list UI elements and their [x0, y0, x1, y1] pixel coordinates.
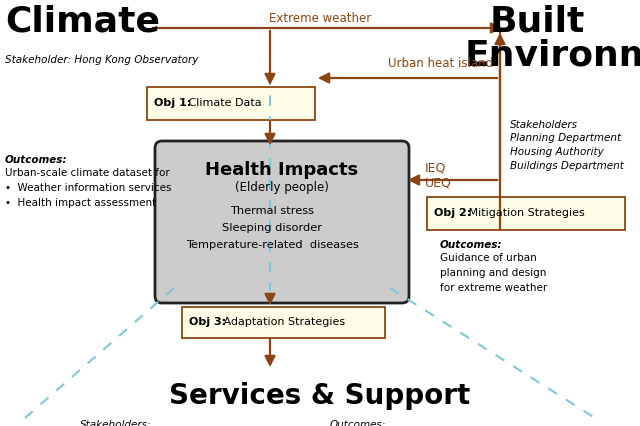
Text: Obj 1:: Obj 1:: [154, 98, 191, 108]
Text: Adaptation Strategies: Adaptation Strategies: [220, 317, 346, 327]
Text: Obj 2:: Obj 2:: [434, 208, 471, 218]
FancyBboxPatch shape: [426, 196, 625, 230]
Text: UEQ: UEQ: [425, 176, 452, 190]
Text: Climate Data: Climate Data: [185, 98, 262, 108]
Text: Climate: Climate: [5, 5, 160, 39]
Text: Outcomes:: Outcomes:: [330, 420, 387, 426]
Text: Environment: Environment: [465, 38, 640, 72]
Text: Outcomes:: Outcomes:: [5, 155, 67, 165]
Text: (Elderly people): (Elderly people): [235, 181, 329, 195]
Text: Stakeholders:: Stakeholders:: [80, 420, 152, 426]
Text: Urban-scale climate dataset for
•  Weather information services
•  Health impact: Urban-scale climate dataset for • Weathe…: [5, 168, 172, 207]
Text: Outcomes:: Outcomes:: [440, 240, 502, 250]
FancyBboxPatch shape: [147, 86, 314, 120]
Text: Built: Built: [490, 5, 586, 39]
Text: Planning Department
Housing Authority
Buildings Department: Planning Department Housing Authority Bu…: [510, 133, 624, 171]
FancyBboxPatch shape: [155, 141, 409, 303]
Text: Mitigation Strategies: Mitigation Strategies: [465, 208, 585, 218]
Text: Extreme weather: Extreme weather: [269, 12, 371, 25]
Text: Services & Support: Services & Support: [170, 382, 470, 410]
Text: Thermal stress
Sleeping disorder
Temperature-related  diseases: Thermal stress Sleeping disorder Tempera…: [186, 206, 358, 250]
Text: Obj 3:: Obj 3:: [189, 317, 226, 327]
Text: Health Impacts: Health Impacts: [205, 161, 358, 179]
Text: Guidance of urban
planning and design
for extreme weather: Guidance of urban planning and design fo…: [440, 253, 547, 293]
Text: Stakeholders: Stakeholders: [510, 120, 578, 130]
Text: IEQ: IEQ: [425, 161, 446, 175]
Text: Stakeholder: Hong Kong Observatory: Stakeholder: Hong Kong Observatory: [5, 55, 198, 65]
Text: Urban heat island: Urban heat island: [388, 57, 493, 70]
FancyBboxPatch shape: [182, 306, 385, 337]
